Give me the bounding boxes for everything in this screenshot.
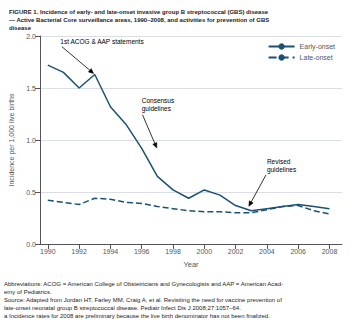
svg-text:Revised: Revised: [267, 158, 291, 165]
svg-text:2000: 2000: [197, 248, 213, 255]
svg-text:2.0: 2.0: [26, 33, 36, 40]
svg-text:Source: Adapted from Jordan HT: Source: Adapted from Jordan HT, Farley M…: [4, 297, 282, 303]
svg-text:Abbreviations: ACOG = American: Abbreviations: ACOG = American College o…: [4, 281, 283, 287]
svg-text:1st ACOG & AAP statements: 1st ACOG & AAP statements: [60, 38, 144, 45]
svg-text:2002: 2002: [228, 248, 244, 255]
svg-text:Consensus: Consensus: [142, 97, 175, 104]
svg-text:Late-onset: Late-onset: [300, 54, 333, 61]
svg-text:1990: 1990: [40, 248, 56, 255]
svg-text:Early-onset: Early-onset: [300, 43, 335, 51]
svg-text:2008: 2008: [322, 248, 338, 255]
svg-text:2006: 2006: [290, 248, 306, 255]
svg-text:Year: Year: [183, 260, 199, 269]
svg-text:Incidence per 1,000 live birth: Incidence per 1,000 live births: [8, 93, 16, 186]
svg-text:— Active Bacterial Core survei: — Active Bacterial Core surveillance are…: [9, 17, 269, 23]
svg-text:guidelines: guidelines: [267, 166, 297, 174]
svg-text:1.0: 1.0: [26, 137, 36, 144]
svg-text:guidelines: guidelines: [142, 105, 172, 113]
svg-text:1996: 1996: [134, 248, 150, 255]
svg-text:0.5: 0.5: [26, 189, 36, 196]
svg-text:1994: 1994: [103, 248, 119, 255]
svg-text:FIGURE 1. Incidence of early-: FIGURE 1. Incidence of early- and late-o…: [9, 9, 269, 15]
svg-text:1.5: 1.5: [26, 85, 36, 92]
svg-text:a Incidence rates for 2008 are: a Incidence rates for 2008 are prelimina…: [4, 313, 270, 319]
svg-text:disease: disease: [9, 25, 32, 31]
svg-text:0.0: 0.0: [26, 241, 36, 248]
svg-text:1992: 1992: [71, 248, 87, 255]
svg-text:emy of Pediatrics.: emy of Pediatrics.: [4, 289, 52, 295]
svg-text:late-onset neonatal group B st: late-onset neonatal group B streptococca…: [4, 305, 241, 311]
svg-text:1998: 1998: [165, 248, 181, 255]
svg-text:2004: 2004: [259, 248, 275, 255]
